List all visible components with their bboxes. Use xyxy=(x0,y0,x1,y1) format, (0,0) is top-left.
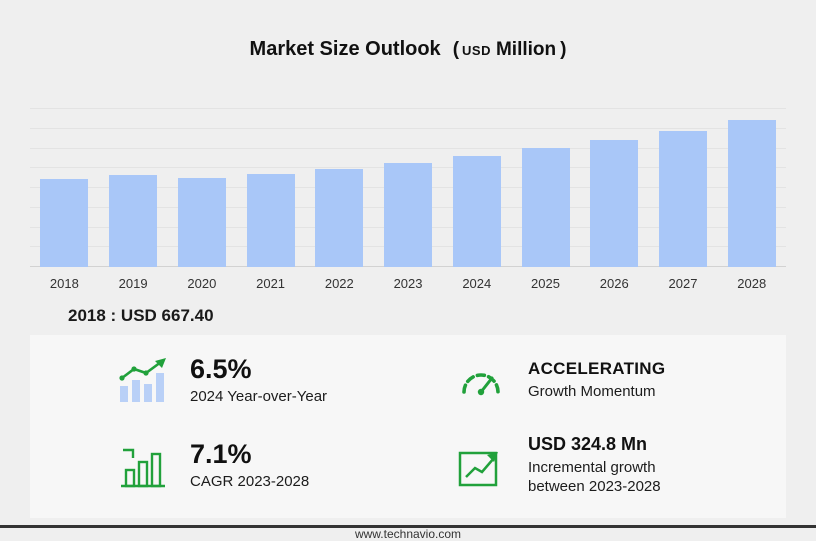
speedometer-icon xyxy=(454,361,508,401)
yoy-value: 6.5% xyxy=(190,354,252,384)
bar-cell-2027 xyxy=(649,109,718,267)
bar-cell-2019 xyxy=(99,109,168,267)
x-label-2021: 2021 xyxy=(256,276,286,291)
base-year-value-note: 2018 : USD 667.40 xyxy=(68,306,214,325)
bar-cell-2018 xyxy=(30,109,99,267)
x-label-2027: 2027 xyxy=(668,276,698,291)
stat-cagr: 7.1% CAGR 2023-2028 xyxy=(30,435,408,496)
bar-cell-2020 xyxy=(167,109,236,267)
x-label-2024: 2024 xyxy=(462,276,492,291)
bars-with-growth-line-icon xyxy=(116,358,170,404)
incremental-value: USD 324.8 Mn xyxy=(528,434,648,455)
bar-cell-2023 xyxy=(374,109,443,267)
bar-2027 xyxy=(658,131,707,267)
gridline xyxy=(30,108,786,109)
x-label-2025: 2025 xyxy=(531,276,560,291)
bar-2023 xyxy=(384,162,433,267)
stats-panel: 6.5% 2024 Year-over-Year ACCELERATING Gr… xyxy=(30,335,786,519)
stat-momentum: ACCELERATING Growth Momentum xyxy=(408,355,786,407)
gridline xyxy=(30,147,786,149)
title-paren-open: ( xyxy=(452,39,460,60)
cagr-label: CAGR 2023-2028 xyxy=(190,473,310,491)
x-label-2023: 2023 xyxy=(393,276,423,291)
bar-2018 xyxy=(40,179,89,267)
gridline xyxy=(30,127,786,129)
x-label-2020: 2020 xyxy=(187,276,217,291)
outlined-bars-icon xyxy=(116,444,170,488)
x-label-2018: 2018 xyxy=(49,276,79,291)
x-axis-labels: 2018 2019 2020 2021 2022 2023 2024 2025 2026 2027… xyxy=(30,276,786,291)
bar-cell-2022 xyxy=(305,109,374,267)
market-size-bar-chart: 2018 2019 2020 2021 2022 2023 2024 2025 2026 2027… xyxy=(30,108,786,291)
bar-2025 xyxy=(521,147,570,267)
yoy-label: 2024 Year-over-Year xyxy=(190,388,328,406)
title-paren-close: ) xyxy=(560,39,567,60)
incremental-label-line2: between 2023-2028 xyxy=(528,477,661,495)
momentum-label: Growth Momentum xyxy=(528,383,656,401)
bottom-bar xyxy=(0,525,816,528)
incremental-label: Incremental growth between 2023-2028 xyxy=(528,459,661,497)
x-label-2022: 2022 xyxy=(324,276,354,291)
footer-url: www.technavio.com xyxy=(354,527,462,541)
bar-2024 xyxy=(452,155,501,267)
bar-2019 xyxy=(109,174,158,267)
bar-cell-2024 xyxy=(442,109,511,267)
bar-cell-2028 xyxy=(717,109,786,267)
page-title: Market Size Outlook (USD Million) xyxy=(0,0,816,61)
x-label-2019: 2019 xyxy=(118,276,148,291)
x-label-2028: 2028 xyxy=(737,276,767,291)
bar-cell-2021 xyxy=(236,109,305,267)
stat-incremental: USD 324.8 Mn Incremental growth between … xyxy=(408,435,786,496)
bar-2026 xyxy=(590,140,639,267)
incremental-label-line1: Incremental growth xyxy=(528,458,656,476)
cagr-value: 7.1% xyxy=(190,438,252,469)
title-unit: Million xyxy=(495,39,557,60)
bar-plot-area xyxy=(30,108,786,267)
stat-yoy: 6.5% 2024 Year-over-Year xyxy=(30,355,408,407)
x-label-2026: 2026 xyxy=(599,276,629,291)
bar-2021 xyxy=(246,174,295,267)
title-currency: USD xyxy=(462,43,491,58)
bar-cell-2026 xyxy=(580,109,649,267)
bar-cell-2025 xyxy=(511,109,580,267)
momentum-value: ACCELERATING xyxy=(528,359,666,379)
bar-2028 xyxy=(727,119,776,267)
bar-2022 xyxy=(315,168,364,267)
title-text: Market Size Outlook xyxy=(249,38,441,60)
box-growth-arrow-icon xyxy=(454,445,508,487)
bar-2020 xyxy=(177,177,226,267)
